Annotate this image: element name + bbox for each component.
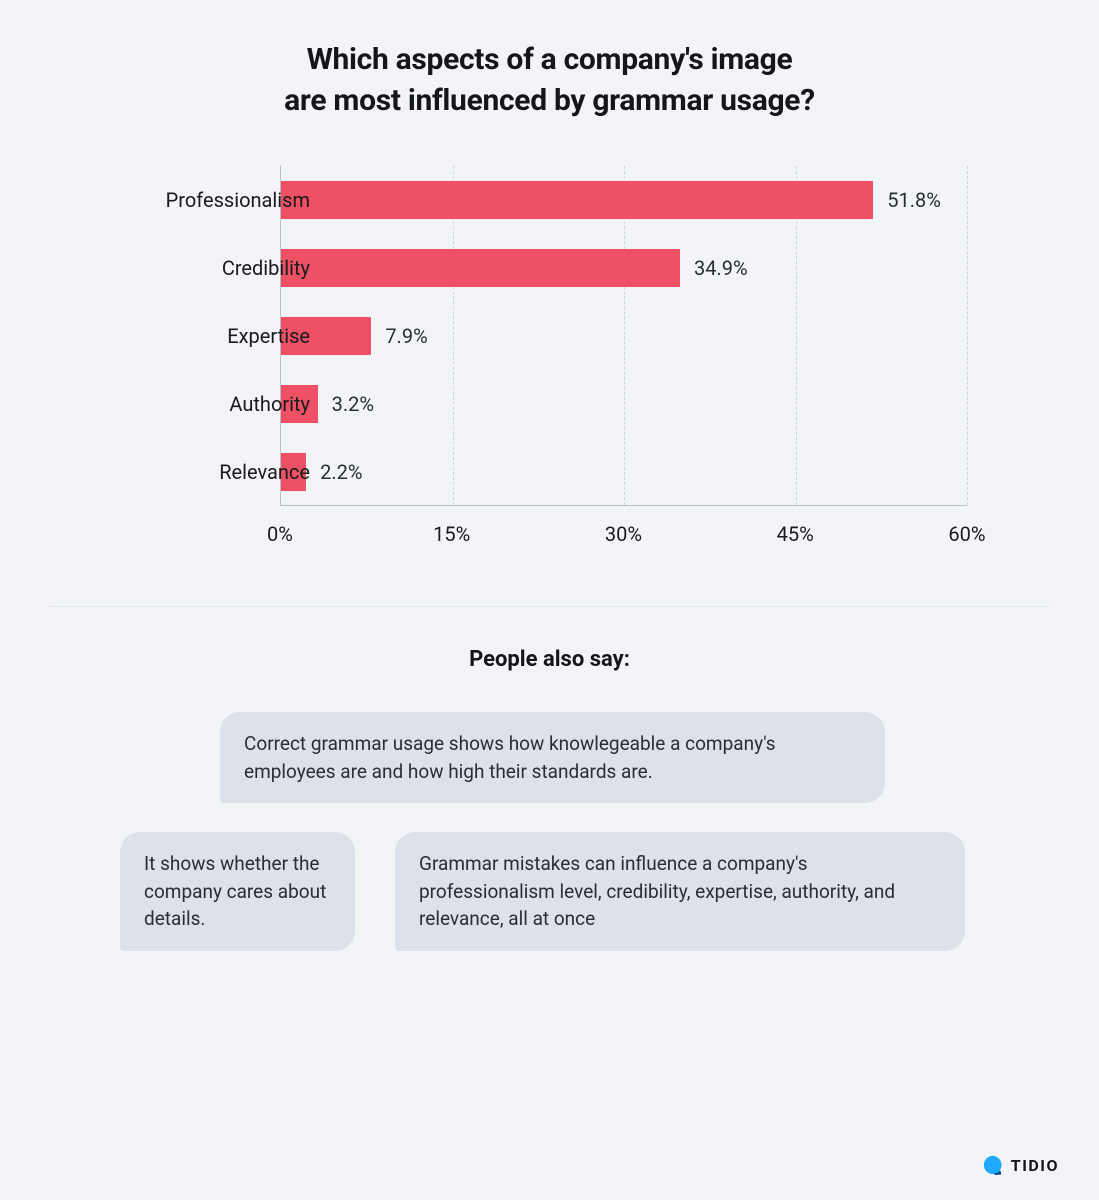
bar-row: 51.8% (281, 181, 967, 218)
y-axis-category-label: Credibility (150, 256, 310, 280)
y-axis-category-label: Relevance (150, 460, 310, 484)
subheading: People also say: (50, 647, 1049, 672)
y-axis-category-label: Expertise (150, 324, 310, 348)
quote-text: Correct grammar usage shows how knowlege… (244, 732, 776, 783)
bar-value-label: 51.8% (887, 188, 941, 212)
bar-row: 3.2% (281, 385, 967, 422)
bar-value-label: 2.2% (320, 460, 362, 484)
gridline (967, 166, 968, 505)
brand-logo: TIDIO (982, 1154, 1059, 1176)
brand-text: TIDIO (1011, 1156, 1059, 1175)
bar (281, 249, 680, 286)
bar-value-label: 7.9% (385, 324, 427, 348)
plot-area: 51.8% 34.9% 7.9% 3.2% 2.2% (280, 166, 967, 506)
bar (281, 181, 873, 218)
section-divider (50, 606, 1049, 607)
y-axis-category-label: Authority (150, 392, 310, 416)
chart-title: Which aspects of a company's image are m… (50, 40, 1049, 121)
x-axis-tick-label: 0% (267, 522, 293, 546)
x-axis-tick-label: 30% (605, 522, 642, 546)
bar-chart: 51.8% 34.9% 7.9% 3.2% 2.2% 0% 15% 30% 45% 60% Pro… (110, 166, 1009, 546)
quote-bubbles: Correct grammar usage shows how knowlege… (120, 712, 979, 992)
quote-bubble: Correct grammar usage shows how knowlege… (220, 712, 885, 803)
y-axis-category-label: Professionalism (150, 188, 310, 212)
title-line-1: Which aspects of a company's image (307, 42, 793, 77)
bar-row: 7.9% (281, 317, 967, 354)
quote-bubble: Grammar mistakes can influence a company… (395, 832, 965, 951)
quote-text: It shows whether the company cares about… (144, 852, 326, 930)
bar-value-label: 3.2% (332, 392, 374, 416)
tidio-icon (982, 1154, 1004, 1176)
infographic-container: Which aspects of a company's image are m… (0, 0, 1099, 1200)
quote-text: Grammar mistakes can influence a company… (419, 852, 895, 930)
quote-bubble: It shows whether the company cares about… (120, 832, 355, 951)
x-axis-tick-label: 60% (948, 522, 985, 546)
bar-row: 34.9% (281, 249, 967, 286)
x-axis-tick-label: 15% (433, 522, 470, 546)
x-axis-tick-label: 45% (777, 522, 814, 546)
bar-row: 2.2% (281, 453, 967, 490)
bar-value-label: 34.9% (694, 256, 748, 280)
title-line-2: are most influenced by grammar usage? (284, 83, 815, 118)
